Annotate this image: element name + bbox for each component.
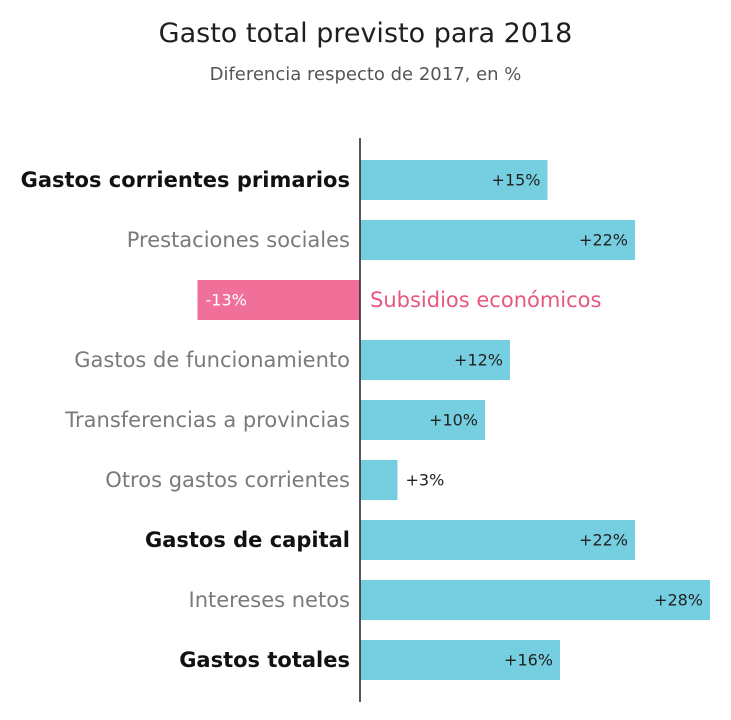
bar-transferencias-a-provincias (360, 400, 485, 440)
bar-gastos-de-capital (360, 520, 635, 560)
chart-subtitle: Diferencia respecto de 2017, en % (209, 64, 522, 85)
chart-title: Gasto total previsto para 2018 (158, 18, 573, 49)
bar-gastos-totales (360, 640, 560, 680)
bar-intereses-netos (360, 580, 710, 620)
bar-gastos-corrientes-primarios (360, 160, 548, 200)
bar-prestaciones-sociales (360, 220, 635, 260)
value-label-gastos-de-funcionamiento: +12% (454, 351, 503, 370)
value-label-gastos-de-capital: +22% (579, 531, 628, 550)
value-label-gastos-totales: +16% (504, 651, 553, 670)
value-label-intereses-netos: +28% (654, 591, 703, 610)
value-label-gastos-corrientes-primarios: +15% (492, 171, 541, 190)
category-label-gastos-de-funcionamiento: Gastos de funcionamiento (74, 348, 350, 372)
value-label-otros-gastos-corrientes: +3% (406, 471, 445, 490)
category-label-gastos-de-capital: Gastos de capital (145, 528, 350, 552)
category-label-gastos-totales: Gastos totales (179, 648, 350, 672)
category-label-gastos-corrientes-primarios: Gastos corrientes primarios (21, 168, 350, 192)
value-label-subsidios-economicos: -13% (206, 291, 247, 310)
category-label-prestaciones-sociales: Prestaciones sociales (127, 228, 350, 252)
value-label-transferencias-a-provincias: +10% (429, 411, 478, 430)
category-label-otros-gastos-corrientes: Otros gastos corrientes (105, 468, 350, 492)
bar-gastos-de-funcionamiento (360, 340, 510, 380)
category-label-subsidios-economicos: Subsidios económicos (370, 288, 601, 312)
bar-otros-gastos-corrientes (360, 460, 398, 500)
value-label-prestaciones-sociales: +22% (579, 231, 628, 250)
category-label-intereses-netos: Intereses netos (189, 588, 350, 612)
category-label-transferencias-a-provincias: Transferencias a provincias (64, 408, 350, 432)
bar-subsidios-economicos (197, 280, 360, 320)
